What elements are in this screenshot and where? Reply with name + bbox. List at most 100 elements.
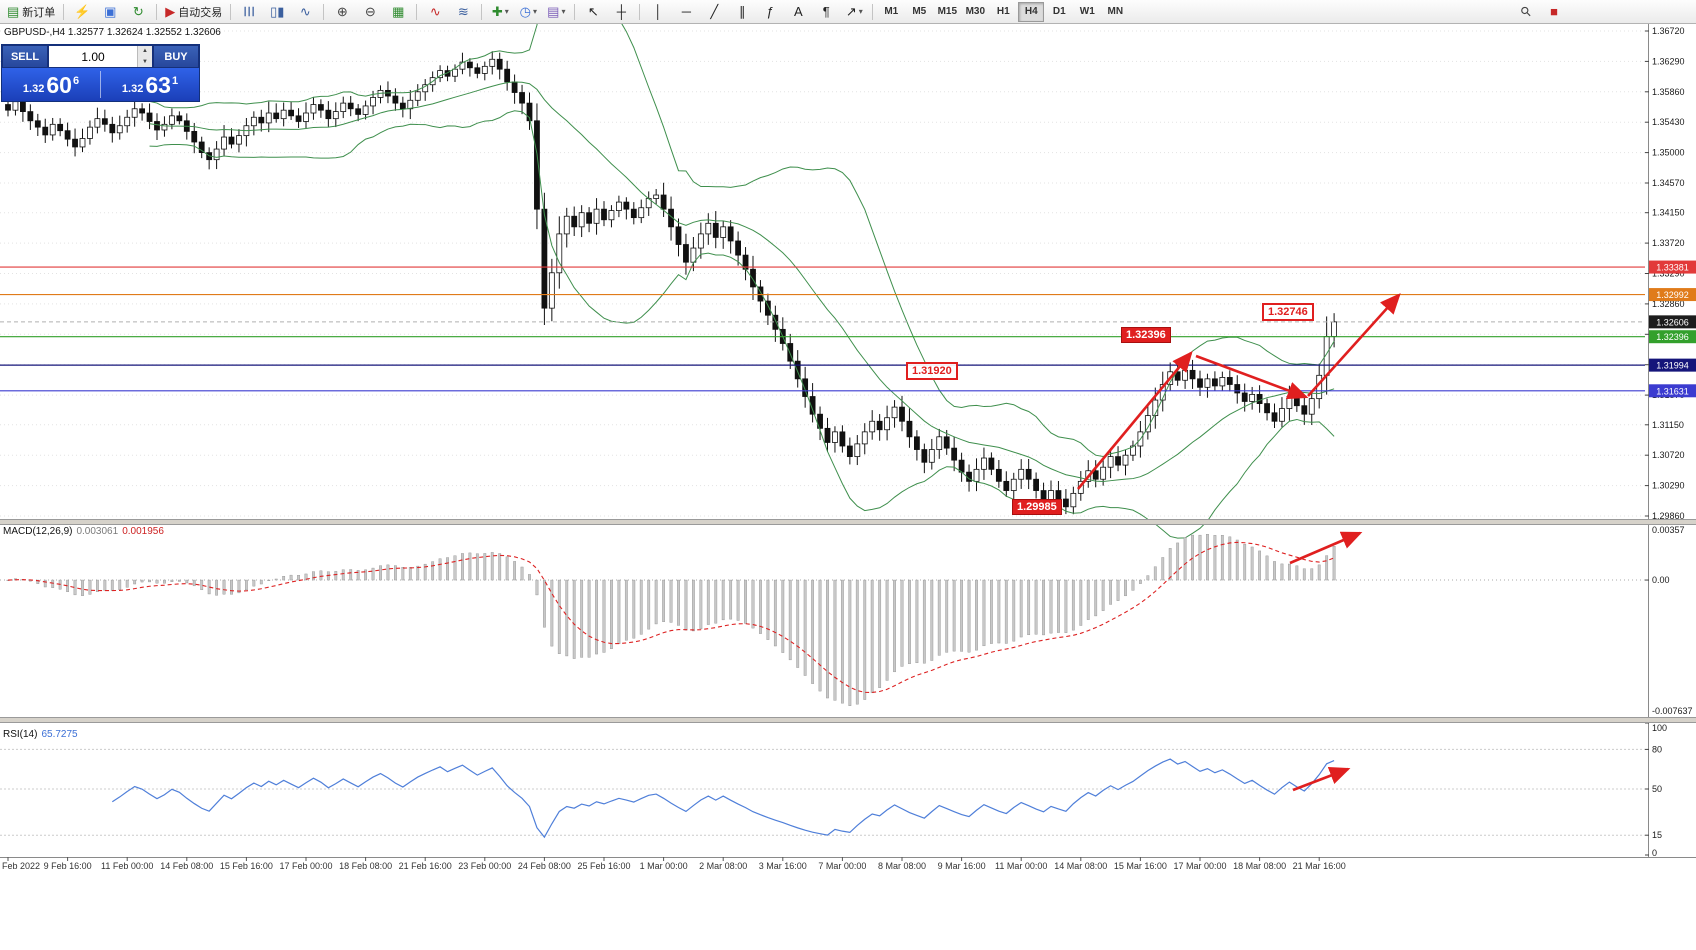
candle-body [951,447,958,461]
fibonacci-button[interactable]: ƒ [757,1,783,23]
price-annotation-box[interactable]: 1.32396 [1121,327,1171,343]
profiles-button[interactable]: ▣ [97,1,123,23]
volume-down-icon[interactable]: ▼ [137,56,152,67]
buy-price[interactable]: 1.32 63 1 [101,68,199,101]
candle-body [839,431,846,447]
price-level-tag[interactable] [1649,260,1696,274]
pane-separator[interactable] [0,519,1696,525]
macd-histogram-bar [133,579,137,585]
pane-separator[interactable] [0,717,1696,723]
trend-arrow[interactable] [1292,766,1351,792]
price-annotation-box[interactable]: 1.29985 [1012,499,1062,515]
cursor-button[interactable]: ↖ [580,1,606,23]
dropdown-caret-icon[interactable]: ▾ [532,7,537,16]
sell-price[interactable]: 1.32 60 6 [2,68,100,101]
toolbar-group: ▤ 新订单 [3,0,59,23]
candle-body [1226,377,1233,385]
crosshair-button[interactable]: ┼ [608,1,634,23]
macd-histogram-bar [677,579,680,626]
dropdown-caret-icon[interactable]: ▾ [858,7,863,16]
macd-histogram-bar [930,579,934,661]
macd-histogram-bar [624,579,628,641]
templates-button[interactable]: ▤ ▾ [543,1,569,23]
horizontal-line-button[interactable]: ─ [673,1,699,23]
timeframe-h1-button[interactable]: H1 [996,6,1010,17]
price-axis-label: 1.34570 [1652,178,1685,188]
tile-windows-button[interactable]: ▦ [385,1,411,23]
price-level-tag[interactable] [1649,330,1696,344]
timeframe-m15-button[interactable]: M15 [937,6,958,17]
candle-body [265,112,272,124]
timeframe-h4-button[interactable]: H4 [1018,1,1045,22]
candlestick-chart-button[interactable]: ▯▮ [264,1,290,23]
bar-chart-button[interactable]: ☰ [236,1,262,23]
zoom-out-button[interactable]: ⊖ [357,1,383,23]
line-chart-button[interactable]: ∿ [292,1,318,23]
channel-button[interactable]: ∥ [729,1,755,23]
toolbar-group: │ ─ ╱ ∥ ƒ A ¶ ↗ ▾ [644,0,868,23]
current-price-tag[interactable] [1649,315,1696,329]
time-axis-label: 15 Mar 16:00 [1114,861,1167,871]
toolbar-separator [323,3,325,20]
candle-body [49,123,56,136]
toolbar-separator [156,3,158,20]
candle-body [288,109,295,117]
vertical-line-button[interactable]: │ [645,1,671,23]
candle-body [399,102,406,110]
trend-arrow[interactable] [1195,354,1309,400]
timeframe-d1-button[interactable]: D1 [1052,6,1066,17]
macd-histogram-bar [945,579,949,653]
trend-arrow[interactable] [1077,351,1193,490]
template-icon: ▤ [547,4,560,19]
buy-button[interactable]: BUY [153,45,199,68]
add-indicator-button[interactable]: ✚ ▾ [487,1,513,23]
candle-body [1010,478,1017,491]
trendline-button[interactable]: ╱ [701,1,727,23]
indicators-button[interactable]: ∿ [422,1,448,23]
objects-button[interactable]: ≋ [450,1,476,23]
price-annotation-box[interactable]: 1.32746 [1262,303,1314,321]
community-button[interactable]: ■ [1541,0,1567,22]
bollinger-upper-band [149,0,1335,458]
macd-histogram-bar [1198,534,1202,581]
trend-arrow[interactable] [1289,531,1363,565]
label-button[interactable]: ¶ [813,1,839,23]
candle-body [832,431,838,443]
candle-body [1115,456,1121,466]
candle-body [809,396,816,415]
volume-input[interactable] [49,46,137,67]
price-level-tag[interactable] [1649,288,1696,302]
price-level-tag[interactable] [1649,384,1696,398]
volume-up-icon[interactable]: ▲ [137,46,152,57]
periods-button[interactable]: ◷ ▾ [515,1,541,23]
refresh-button[interactable]: ↻ [125,1,151,23]
sell-button[interactable]: SELL [2,45,48,68]
candle-body [19,101,26,112]
dropdown-caret-icon[interactable]: ▾ [504,7,509,16]
text-button[interactable]: A [785,1,811,23]
new-order-button[interactable]: ▤ 新订单 [4,1,58,23]
macd-histogram-bar [461,553,464,581]
candle-body [869,420,876,433]
quick-trade-button[interactable]: ⚡ [69,1,95,23]
candle-body [526,102,533,122]
macd-histogram-bar [110,579,114,591]
shapes-button[interactable]: ↗ ▾ [841,1,867,23]
price-level-tag[interactable] [1649,358,1696,372]
macd-histogram-bar [364,569,367,581]
trend-arrow[interactable] [1307,293,1401,397]
timeframe-m30-button[interactable]: M30 [965,6,986,17]
dropdown-caret-icon[interactable]: ▾ [561,7,566,16]
timeframe-m5-button[interactable]: M5 [912,6,927,17]
macd-histogram-bar [759,579,762,634]
rsi-scale-label: 50 [1652,784,1662,794]
zoom-in-button[interactable]: ⊕ [329,1,355,23]
timeframe-mn-button[interactable]: MN [1107,6,1124,17]
search-button[interactable]: ⚲ [1513,0,1539,22]
autotrading-button[interactable]: ▶ 自动交易 [162,1,225,23]
price-annotation-box[interactable]: 1.31920 [906,362,958,380]
timeframe-m1-button[interactable]: M1 [884,6,899,17]
timeframe-w1-button[interactable]: W1 [1079,6,1095,17]
candle-body [511,81,518,93]
